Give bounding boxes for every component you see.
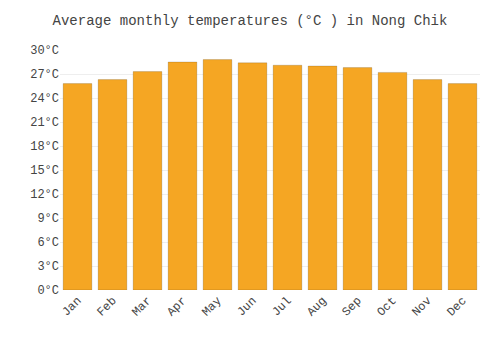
svg-text:Jun: Jun <box>234 294 259 319</box>
svg-text:Nov: Nov <box>409 294 434 319</box>
svg-text:30°C: 30°C <box>30 44 59 58</box>
svg-text:27°C: 27°C <box>30 68 59 82</box>
svg-text:Apr: Apr <box>164 294 189 319</box>
svg-text:Sep: Sep <box>339 294 364 319</box>
svg-text:Aug: Aug <box>304 294 329 319</box>
svg-text:18°C: 18°C <box>30 140 59 154</box>
svg-text:Oct: Oct <box>374 294 399 319</box>
svg-text:Jan: Jan <box>59 294 84 319</box>
svg-text:Jul: Jul <box>269 294 294 319</box>
svg-text:May: May <box>199 294 224 319</box>
svg-text:24°C: 24°C <box>30 92 59 106</box>
svg-text:15°C: 15°C <box>30 164 59 178</box>
svg-text:Average monthly temperatures (: Average monthly temperatures (°C ) in No… <box>53 13 448 29</box>
svg-text:Feb: Feb <box>94 294 119 319</box>
svg-text:9°C: 9°C <box>37 212 59 226</box>
svg-text:Mar: Mar <box>129 294 154 319</box>
svg-text:6°C: 6°C <box>37 236 59 250</box>
svg-text:Dec: Dec <box>444 294 469 319</box>
svg-text:21°C: 21°C <box>30 116 59 130</box>
svg-text:12°C: 12°C <box>30 188 59 202</box>
svg-text:3°C: 3°C <box>37 260 59 274</box>
svg-text:0°C: 0°C <box>37 284 59 298</box>
